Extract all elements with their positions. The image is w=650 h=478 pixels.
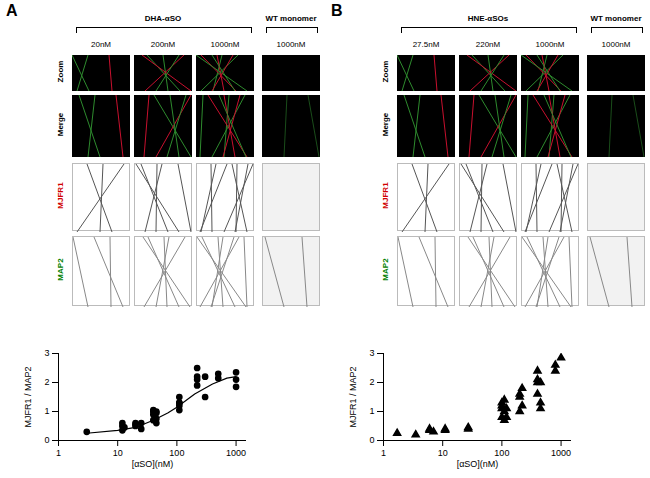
svg-text:100: 100 (494, 448, 509, 458)
svg-text:1000: 1000 (551, 448, 571, 458)
html-text:1000nM: 1000nM (601, 40, 631, 49)
svg-text:1: 1 (381, 448, 386, 458)
html-text:B: B (331, 2, 343, 19)
html-text:20nM: 20nM (91, 40, 111, 49)
svg-text:100: 100 (169, 448, 184, 458)
html-text:Zoom: Zoom (55, 60, 65, 83)
html-text:WT monomer: WT monomer (590, 14, 642, 23)
html-text:DHA-αSO: DHA-αSO (144, 14, 182, 23)
html-text:MJFR1: MJFR1 (380, 182, 390, 209)
svg-text:[αSO](nM): [αSO](nM) (132, 459, 174, 469)
svg-text:MJFR1 / MAP2: MJFR1 / MAP2 (23, 366, 33, 427)
svg-text:10: 10 (438, 448, 448, 458)
svg-text:1000: 1000 (226, 448, 246, 458)
html-text:1000nM: 1000nM (210, 40, 240, 49)
svg-text:0: 0 (369, 435, 374, 445)
svg-text:3: 3 (44, 348, 49, 358)
html-text:220nM: 220nM (475, 40, 501, 49)
html-text:Merge: Merge (380, 112, 390, 137)
html-text:1000nM: 1000nM (535, 40, 565, 49)
html-text:MAP2: MAP2 (55, 258, 65, 281)
svg-text:2: 2 (369, 377, 374, 387)
svg-text:2: 2 (44, 377, 49, 387)
svg-text:1: 1 (369, 406, 374, 416)
svg-text:0: 0 (44, 435, 49, 445)
svg-text:1: 1 (56, 448, 61, 458)
html-text:A: A (6, 2, 18, 19)
html-text:WT monomer: WT monomer (265, 14, 317, 23)
html-text:1000nM: 1000nM (276, 40, 306, 49)
html-text:MAP2: MAP2 (380, 258, 390, 281)
svg-text:10: 10 (113, 448, 123, 458)
html-text:27.5nM: 27.5nM (412, 40, 440, 49)
svg-text:1: 1 (44, 406, 49, 416)
html-text:Merge: Merge (55, 112, 65, 137)
svg-text:[αSO](nM): [αSO](nM) (457, 459, 499, 469)
html-text:MJFR1: MJFR1 (55, 182, 65, 209)
html-text:HNE-αSOs: HNE-αSOs (467, 14, 509, 23)
html-text:200nM: 200nM (150, 40, 176, 49)
svg-text:MJFR1 / MAP2: MJFR1 / MAP2 (348, 366, 358, 427)
html-text:Zoom: Zoom (380, 60, 390, 83)
svg-text:3: 3 (369, 348, 374, 358)
